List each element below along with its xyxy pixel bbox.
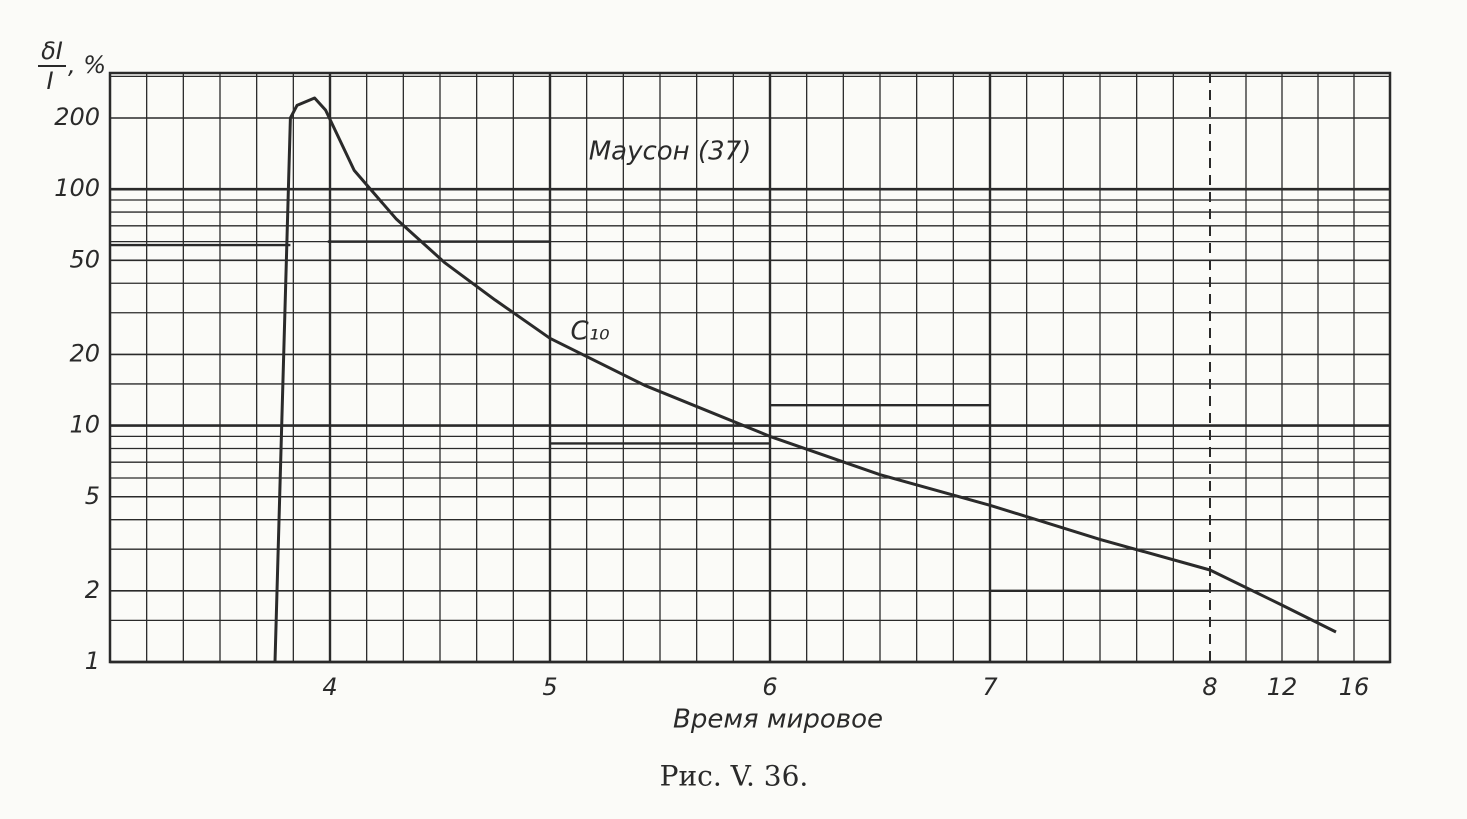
y-tick-label: 10 [69, 411, 100, 439]
annotation: Маусон (37) [589, 137, 752, 167]
y-label-numerator: δI [41, 37, 63, 65]
y-label-denominator: I [46, 67, 53, 95]
y-tick-label: 50 [69, 245, 100, 273]
y-tick-label: 1 [85, 647, 100, 675]
x-tick-label: 8 [1202, 673, 1217, 701]
x-tick-label: 5 [542, 673, 557, 701]
caption: Рис. V. 36. [660, 760, 809, 793]
y-tick-label: 20 [69, 339, 100, 367]
x-label: Время мировое [673, 705, 883, 735]
x-tick-label: 12 [1267, 673, 1298, 701]
x-tick-label: 16 [1339, 673, 1370, 701]
y-tick-label: 2 [85, 576, 100, 604]
plot-frame [108, 71, 1392, 664]
x-tick-label: 6 [762, 673, 777, 701]
x-tick-label: 4 [322, 673, 337, 701]
y-tick-label: 200 [54, 103, 100, 131]
series-label: C₁₀ [571, 317, 611, 347]
curve [273, 96, 1337, 663]
y-tick-label: 5 [85, 482, 100, 510]
x-tick-label: 7 [982, 673, 998, 701]
y-tick-label: 100 [54, 174, 100, 202]
y-label-unit: , % [68, 51, 106, 79]
